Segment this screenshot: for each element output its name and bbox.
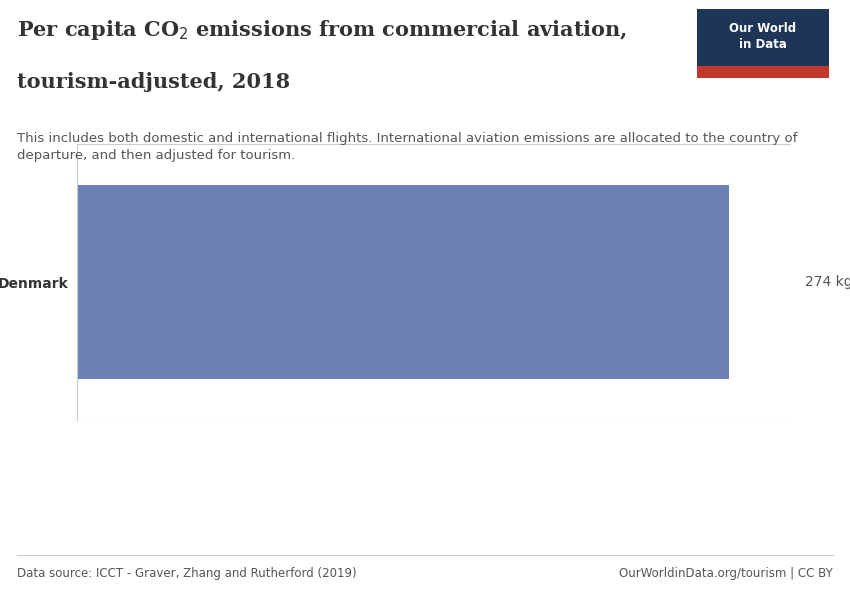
Text: Data source: ICCT - Graver, Zhang and Rutherford (2019): Data source: ICCT - Graver, Zhang and Ru… [17, 567, 357, 580]
Bar [76, 185, 728, 379]
Text: OurWorldinData.org/tourism | CC BY: OurWorldinData.org/tourism | CC BY [620, 567, 833, 580]
FancyBboxPatch shape [697, 65, 829, 78]
Text: 274 kg: 274 kg [805, 275, 850, 289]
Text: tourism-adjusted, 2018: tourism-adjusted, 2018 [17, 72, 290, 92]
Text: Per capita CO$_2$ emissions from commercial aviation,: Per capita CO$_2$ emissions from commerc… [17, 18, 627, 42]
Text: This includes both domestic and international flights. International aviation em: This includes both domestic and internat… [17, 132, 797, 162]
Text: Our World
in Data: Our World in Data [729, 22, 796, 52]
FancyBboxPatch shape [697, 9, 829, 65]
